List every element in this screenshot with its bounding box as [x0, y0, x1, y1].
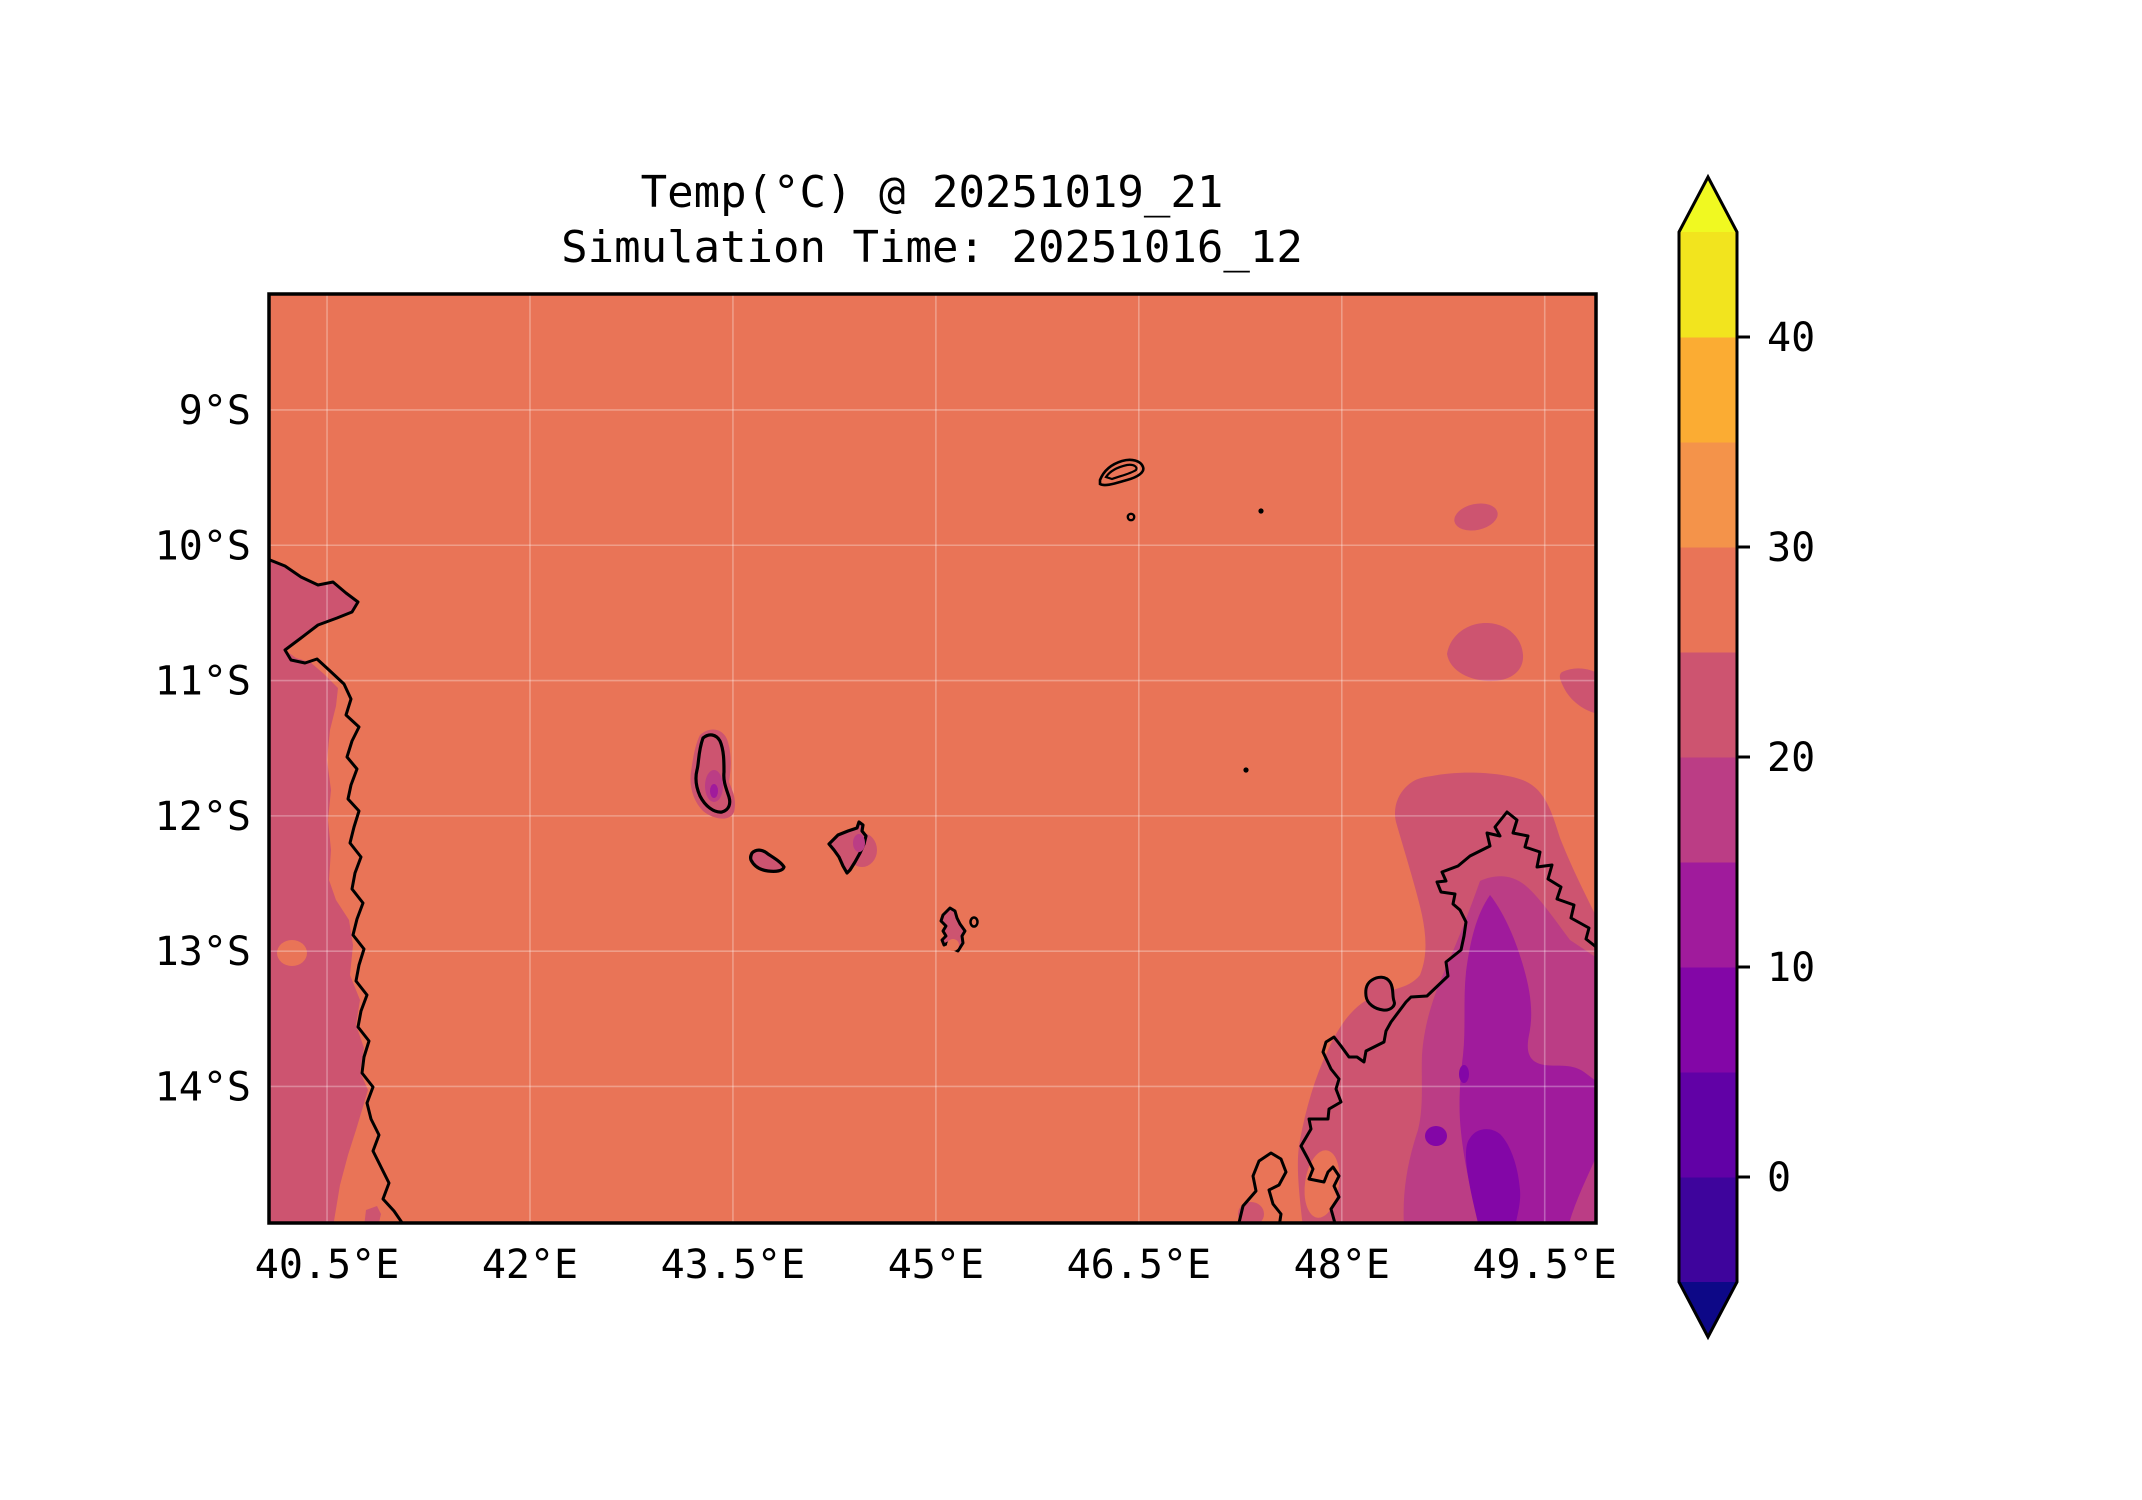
y-tick-label: 11°S	[155, 659, 251, 705]
colorbar-segment	[1679, 862, 1737, 968]
colorbar-over-arrow	[1679, 177, 1737, 232]
gridlines	[269, 294, 1596, 1223]
colorbar-under-arrow	[1679, 1282, 1737, 1337]
mayotte-warm-south	[947, 939, 959, 951]
colorbar-tick-label: 20	[1767, 735, 1815, 781]
colorbar-segment	[1679, 232, 1737, 338]
comoros-islands	[690, 729, 877, 875]
madagascar-violet-patch-main	[1466, 1129, 1521, 1223]
small-islands	[1098, 458, 1264, 773]
colorbar-segment	[1679, 652, 1737, 758]
x-axis-tick-labels: 40.5°E 42°E 43.5°E 45°E 46.5°E 48°E 49.5°E	[255, 1242, 1617, 1288]
colorbar-segment	[1679, 337, 1737, 443]
colorbar-segment	[1679, 757, 1737, 863]
cosmoledo-island-dot	[1258, 508, 1264, 514]
y-tick-label: 13°S	[155, 929, 251, 975]
assumption-island-dot	[1126, 512, 1136, 522]
colorbar-segment	[1679, 967, 1737, 1073]
aldabra-atoll-lagoon	[1104, 463, 1138, 481]
coastline-mozambique	[269, 557, 405, 1223]
cool-patch-edge	[1559, 668, 1596, 714]
map-border	[267, 292, 1598, 1225]
glorioso-island-dot	[1243, 767, 1249, 773]
y-tick-label: 9°S	[179, 388, 251, 434]
anjouan-core-magenta	[853, 834, 865, 852]
mozambique-land	[269, 560, 368, 1223]
x-tick-label: 49.5°E	[1472, 1242, 1617, 1288]
x-tick-label: 40.5°E	[255, 1242, 400, 1288]
colorbar-tick-label: 0	[1767, 1155, 1791, 1201]
colorbar-outline	[1677, 173, 1739, 1341]
x-tick-label: 45°E	[888, 1242, 984, 1288]
mayotte-islet-ring	[969, 916, 979, 928]
x-tick-label: 48°E	[1294, 1242, 1390, 1288]
x-tick-label: 43.5°E	[661, 1242, 806, 1288]
mayotte	[939, 906, 979, 953]
coastline-madagascar	[1299, 810, 1596, 1223]
moheli-island	[748, 848, 786, 873]
plot-subtitle: Simulation Time: 20251016_12	[561, 222, 1303, 273]
cool-patch-mid	[1447, 622, 1524, 682]
aldabra-atoll-outer	[1098, 458, 1145, 487]
colorbar-segment	[1679, 1072, 1737, 1178]
colorbar-segment	[1679, 547, 1737, 653]
y-axis-tick-labels: 9°S 10°S 11°S 12°S 13°S 14°S	[155, 388, 251, 1111]
ocean-cool-patches	[1447, 503, 1596, 714]
madagascar-violet-patch-tiny	[1459, 1065, 1469, 1083]
colorbar-tick-label: 30	[1767, 525, 1815, 571]
colorbar: 40 30 20 10 0	[1677, 173, 1815, 1341]
x-tick-label: 42°E	[482, 1242, 578, 1288]
madagascar-violet-patch-small	[1425, 1126, 1447, 1146]
y-tick-label: 12°S	[155, 794, 251, 840]
bottom-pink-blob	[1238, 1202, 1264, 1223]
mozambique-warm-spot	[277, 940, 307, 966]
coastline-fragment-bottom	[1237, 1151, 1288, 1223]
colorbar-segment	[1679, 442, 1737, 548]
y-tick-label: 10°S	[155, 523, 251, 569]
colorbar-tick-label: 10	[1767, 945, 1815, 991]
colorbar-tick-label: 40	[1767, 315, 1815, 361]
map-panel	[269, 294, 1596, 1223]
cool-patch-north	[1454, 503, 1498, 531]
coastal-pink-sliver	[364, 1206, 381, 1223]
nosy-be-island	[1364, 975, 1396, 1012]
grande-comore-core-purple	[710, 784, 718, 798]
x-tick-label: 46.5°E	[1067, 1242, 1212, 1288]
y-tick-label: 14°S	[155, 1064, 251, 1110]
colorbar-segment	[1679, 1177, 1737, 1283]
plot-title: Temp(°C) @ 20251019_21	[641, 167, 1224, 218]
